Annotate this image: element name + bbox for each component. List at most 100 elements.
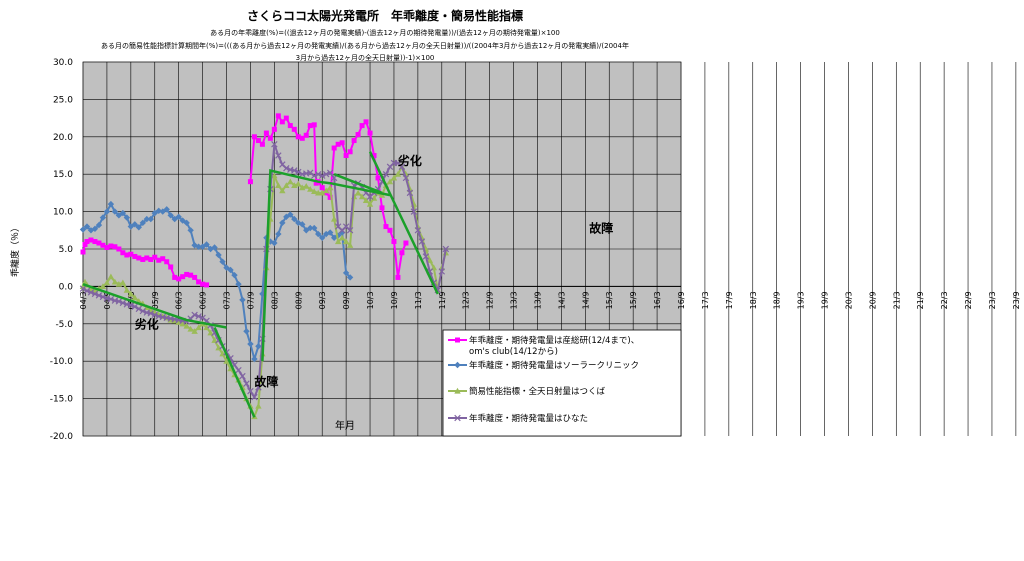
marker-square <box>184 271 190 277</box>
marker-x <box>414 227 422 234</box>
marker-diamond <box>275 230 282 238</box>
x-tick-label: 07/9 <box>246 291 255 309</box>
legend-label: 年乖離度・期待発電量はひなた <box>469 413 588 424</box>
x-tick-label: 23/9 <box>1012 291 1021 309</box>
marker-diamond <box>187 227 194 234</box>
marker-triangle <box>187 325 194 332</box>
marker-square <box>291 126 297 132</box>
legend-label: 年乖離度・期待発電量はソーラークリニック <box>469 360 639 371</box>
marker-triangle <box>454 387 461 394</box>
marker-square <box>327 194 333 200</box>
y-axis-ticks: 30.0 25.0 20.0 15.0 10.0 5.0 0.0 -5.0 -10.0 -15.0… <box>50 58 74 442</box>
marker-square <box>267 135 273 141</box>
marker-square <box>251 134 257 140</box>
marker-triangle <box>342 238 350 245</box>
marker-triangle <box>195 324 202 331</box>
marker-diamond <box>255 343 262 350</box>
marker-x <box>239 372 246 380</box>
marker-triangle <box>275 182 282 189</box>
marker-triangle <box>307 185 314 192</box>
marker-diamond <box>239 296 246 304</box>
marker-square <box>156 257 162 263</box>
marker-square <box>172 274 178 280</box>
marker-square <box>204 282 210 288</box>
marker-diamond <box>155 207 162 215</box>
marker-square <box>355 132 361 138</box>
marker-diamond <box>243 328 250 335</box>
marker-diamond <box>175 213 182 221</box>
marker-diamond <box>219 258 226 265</box>
marker-triangle <box>346 242 354 248</box>
marker-square <box>200 281 206 287</box>
marker-diamond <box>231 271 238 279</box>
marker-triangle <box>131 294 139 301</box>
y-tick-label: -5.0 <box>55 320 73 330</box>
marker-diamond <box>299 221 306 228</box>
marker-triangle <box>107 273 115 280</box>
marker-square <box>403 240 409 246</box>
marker-square <box>263 130 269 136</box>
marker-triangle <box>127 290 135 297</box>
marker-diamond <box>163 206 170 213</box>
marker-x <box>454 414 461 422</box>
marker-diamond <box>454 361 461 369</box>
marker-square <box>351 138 357 144</box>
y-tick-label: -20.0 <box>50 432 74 442</box>
marker-square <box>104 245 110 251</box>
marker-triangle <box>390 174 398 181</box>
marker-diamond <box>291 215 298 223</box>
x-tick-label: 06/9 <box>199 291 208 309</box>
x-tick-label: 11/3 <box>414 291 423 309</box>
marker-square <box>100 242 106 248</box>
marker-square <box>180 274 186 280</box>
marker-square <box>132 253 138 259</box>
legend-item: 年乖離度・期待発電量はひなた <box>448 413 588 424</box>
x-tick-label: 22/9 <box>964 291 973 309</box>
y-tick-label: 0.0 <box>59 282 74 292</box>
marker-x <box>271 141 278 148</box>
series-4 <box>82 151 439 418</box>
series-layer <box>79 113 450 420</box>
marker-triangle <box>183 322 190 329</box>
legend-label: 簡易性能指標・全天日射量はつくば <box>469 386 606 397</box>
marker-diamond <box>251 355 258 363</box>
marker-square <box>283 115 289 121</box>
y-tick-label: 30.0 <box>53 58 73 68</box>
marker-x <box>311 172 318 179</box>
x-tick-label: 09/9 <box>342 291 351 309</box>
marker-square <box>148 256 154 262</box>
marker-x <box>247 387 254 395</box>
marker-triangle <box>295 180 302 187</box>
marker-diamond <box>247 340 254 348</box>
marker-square <box>303 132 309 138</box>
marker-square <box>160 256 166 262</box>
marker-x <box>127 301 135 309</box>
marker-diamond <box>91 225 99 233</box>
annotation-label: 劣化 <box>135 316 159 331</box>
marker-triangle <box>354 189 362 196</box>
chart-subtitle-3: 3月から過去12ヶ月の全天日射量))-1)×100 <box>296 53 435 62</box>
marker-square <box>196 279 202 285</box>
x-tick-label: 14/9 <box>581 291 590 309</box>
marker-triangle <box>179 320 186 327</box>
marker-x <box>243 380 250 387</box>
annotation-label: 故障 <box>254 374 278 389</box>
marker-diamond <box>203 241 210 248</box>
marker-diamond <box>167 212 174 219</box>
marker-x <box>283 164 290 172</box>
marker-x <box>87 289 95 296</box>
marker-x <box>251 393 258 401</box>
marker-x <box>402 174 410 182</box>
marker-x <box>322 170 330 178</box>
x-tick-label: 11/9 <box>438 291 447 309</box>
y-axis-label: 乖離度（％） <box>9 223 21 277</box>
y-tick-label: -10.0 <box>50 357 74 367</box>
marker-square <box>271 126 277 132</box>
marker-diamond <box>159 208 166 215</box>
marker-diamond <box>111 208 119 215</box>
marker-diamond <box>307 224 314 232</box>
marker-square <box>255 138 261 144</box>
x-tick-label: 04/3 <box>79 291 88 309</box>
marker-square <box>144 255 150 261</box>
